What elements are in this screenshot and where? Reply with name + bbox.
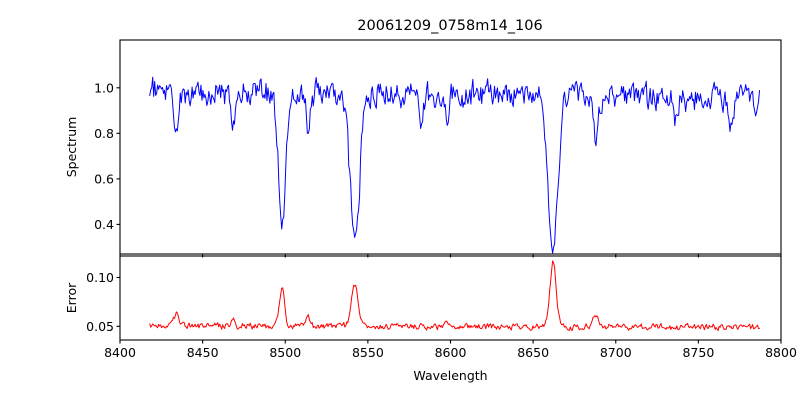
y-axis-label: Error — [64, 282, 79, 313]
x-axis-label: Wavelength — [413, 368, 487, 383]
x-tick-label: 8400 — [104, 345, 136, 360]
y-axis-label: Spectrum — [64, 117, 79, 178]
y-tick-label: 0.4 — [94, 217, 114, 232]
error-panel: 8400 8450 8500 8550 8600 8650 8700 8750 8800 0.05… — [64, 255, 797, 360]
x-tick-label: 8550 — [352, 345, 384, 360]
x-tick-label: 8750 — [682, 345, 714, 360]
y-tick-label: 0.10 — [86, 270, 114, 285]
y-tick-label: 0.6 — [94, 171, 114, 186]
x-tick-label: 8600 — [435, 345, 467, 360]
y-tick-label: 1.0 — [94, 80, 114, 95]
page-title: 20061209_0758m14_106 — [357, 18, 542, 34]
x-tick-label: 8500 — [269, 345, 301, 360]
y-tick-label: 0.8 — [94, 126, 114, 141]
axes-frame — [119, 255, 782, 341]
spectrum-panel: 0.4 0.6 0.8 1.0 Spectrum — [64, 39, 782, 258]
x-tick-label: 8650 — [517, 345, 549, 360]
x-tick-label: 8800 — [765, 345, 797, 360]
x-tick-label: 8700 — [600, 345, 632, 360]
axes-frame — [119, 39, 782, 255]
spectrum-series-line — [149, 76, 761, 254]
y-tick-label: 0.05 — [86, 319, 114, 334]
x-tick-label: 8450 — [187, 345, 219, 360]
error-series-line — [149, 260, 761, 332]
